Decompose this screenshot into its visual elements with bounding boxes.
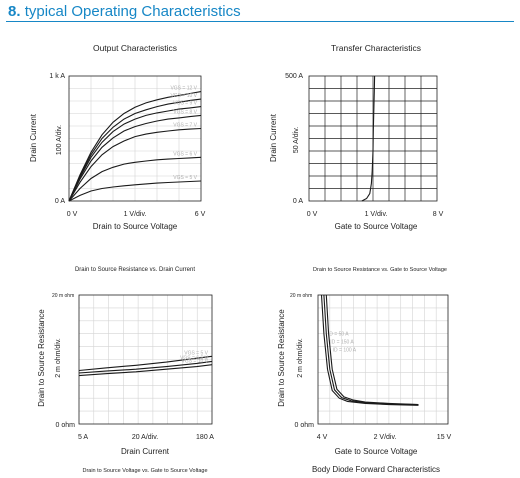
chart2-xtick-mid: 1 V/div.: [365, 211, 388, 218]
chart1-ytick-bottom: 0 A: [55, 198, 65, 205]
chart2-title: Transfer Characteristics: [331, 43, 421, 53]
series-label-3: VGS = 10 V: [181, 359, 208, 365]
series-line-4: [68, 114, 202, 202]
series-label-2: VGS = 10 V: [170, 93, 197, 99]
chart1-ylabel: Drain Current: [29, 113, 38, 162]
series-line-5: [68, 127, 202, 202]
series-label-2: ID = 150 A: [330, 340, 354, 346]
series-line-1: [361, 75, 376, 202]
chart4-xtick-mid: 2 V/div.: [374, 434, 397, 441]
plot-frame: [308, 75, 438, 202]
chart2-xtick-left: 0 V: [307, 211, 318, 218]
plot-frame: [68, 75, 202, 202]
chart4-ytick-bottom: 0 ohm: [295, 422, 315, 429]
chart2-xtick-right: 8 V: [433, 211, 444, 218]
chart4-xtick-left: 4 V: [317, 434, 328, 441]
rds-vs-vgs-chart: Drain to Source Resistance vs. Gate to S…: [277, 267, 452, 474]
rds-vs-id-chart: Drain to Source Resistance vs. Drain Cur…: [37, 267, 214, 474]
chart1-xlabel: Drain to Source Voltage: [93, 222, 178, 231]
series-line-3: [68, 106, 202, 202]
series-label-3: ID = 100 A: [333, 348, 357, 354]
output-characteristics-chart: Output Characteristics 1 k A 100 A/div. …: [29, 43, 206, 231]
series-label-1: ID = 50 A: [328, 332, 349, 338]
chart3-xlabel: Drain Current: [121, 447, 170, 456]
series-label-6: VGS = 6 V: [173, 151, 197, 157]
series-line-6: [68, 156, 202, 202]
series-line-3: [325, 294, 419, 406]
chart1-xtick-left: 0 V: [67, 211, 78, 218]
chart2-xlabel: Gate to Source Voltage: [335, 222, 418, 231]
series-line-3: [78, 364, 213, 377]
series-label-4: VGS = 8 V: [173, 109, 197, 115]
chart3-xtick-left: 5 A: [78, 434, 88, 441]
chart2-ytick-bottom: 0 A: [293, 198, 303, 205]
section-number: 8.: [8, 3, 21, 20]
chart1-ytick-mid: 100 A/div.: [56, 125, 63, 155]
chart4-title: Drain to Source Resistance vs. Gate to S…: [313, 267, 447, 273]
chart1-title: Output Characteristics: [93, 43, 177, 53]
series-line-1: [68, 91, 202, 202]
series-label-3: VGS = 9 V: [173, 101, 197, 107]
chart4-footer: Body Diode Forward Characteristics: [312, 465, 440, 474]
chart1-ytick-top: 1 k A: [49, 73, 65, 80]
series-label-7: VGS = 5 V: [173, 175, 197, 181]
chart3-ytick-mid: 2 m ohm/div.: [55, 338, 62, 378]
series-label-1: VGS = 5 V: [184, 350, 208, 356]
transfer-characteristics-chart: Transfer Characteristics 500 A 50 A/div.…: [269, 43, 444, 231]
chart1-xtick-mid: 1 V/div.: [124, 211, 147, 218]
plot-frame: [317, 294, 449, 425]
series-line-2: [68, 98, 202, 202]
section-title: typical Operating Characteristics: [24, 3, 241, 20]
chart3-ytick-bottom: 0 ohm: [56, 422, 76, 429]
chart4-ytick-mid: 2 m ohm/div.: [297, 338, 304, 378]
chart4-ylabel: Drain to Source Resistance: [277, 309, 286, 407]
series-label-2: VGS = 6.5 V: [180, 355, 209, 361]
series-line-7: [68, 180, 202, 202]
series-line-2: [323, 294, 419, 406]
chart3-title: Drain to Source Resistance vs. Drain Cur…: [75, 267, 195, 273]
series-line-1: [78, 355, 213, 372]
chart1-xtick-right: 6 V: [195, 211, 206, 218]
chart3-ylabel: Drain to Source Resistance: [37, 309, 46, 407]
chart4-ytick-top: 20 m ohm: [290, 293, 312, 299]
section-header: 8. typical Operating Characteristics: [8, 3, 241, 20]
plot-frame: [78, 294, 213, 425]
chart4-xlabel: Gate to Source Voltage: [335, 447, 418, 456]
chart3-xtick-right: 180 A: [196, 434, 214, 441]
chart4-xtick-right: 15 V: [437, 434, 452, 441]
series-label-1: VGS = 12 V: [170, 86, 197, 92]
chart3-ytick-top: 20 m ohm: [52, 293, 74, 299]
header-rule: [6, 21, 514, 22]
chart2-ytick-mid: 50 A/div.: [293, 127, 300, 153]
chart3-footer: Drain to Source Voltage vs. Gate to Sour…: [82, 468, 207, 474]
chart3-xtick-mid: 20 A/div.: [132, 434, 158, 441]
chart2-ylabel: Drain Current: [269, 113, 278, 162]
series-line-1: [320, 294, 419, 406]
chart2-ytick-top: 500 A: [285, 73, 303, 80]
series-line-2: [78, 360, 213, 374]
series-label-5: VGS = 7 V: [173, 123, 197, 129]
